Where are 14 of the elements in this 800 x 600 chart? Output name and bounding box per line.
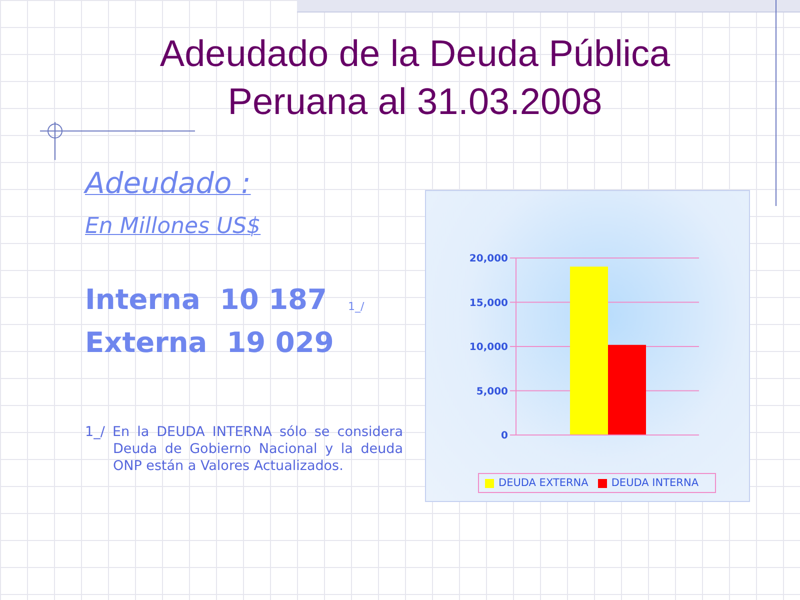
text: Interna 10 187 <box>85 283 328 317</box>
text: 1_/ En la DEUDA INTERNA sólo se considera Deuda de Gobierno Nacional y la deuda ONP están a Valores Actualizados. <box>85 424 403 475</box>
text: 1_/ <box>348 300 364 314</box>
chart-title: Adeudado de la Deuda Pública Peruana al 31.03.2008 <box>158 32 672 124</box>
legend-label: DEUDA INTERNA <box>611 477 699 489</box>
legend-label: DEUDA EXTERNA <box>498 477 588 489</box>
y-tick-label: 5,000 <box>476 386 508 398</box>
y-tick-label: 0 <box>501 430 508 442</box>
y-tick-label: 10,000 <box>469 342 508 354</box>
y-tick-label: 15,000 <box>469 298 508 309</box>
text: Externa 19 029 <box>85 326 334 360</box>
text: Adeudado : <box>85 166 251 201</box>
text: En Millones US$ <box>85 214 261 240</box>
y-tick-label: 20,000 <box>469 254 508 265</box>
